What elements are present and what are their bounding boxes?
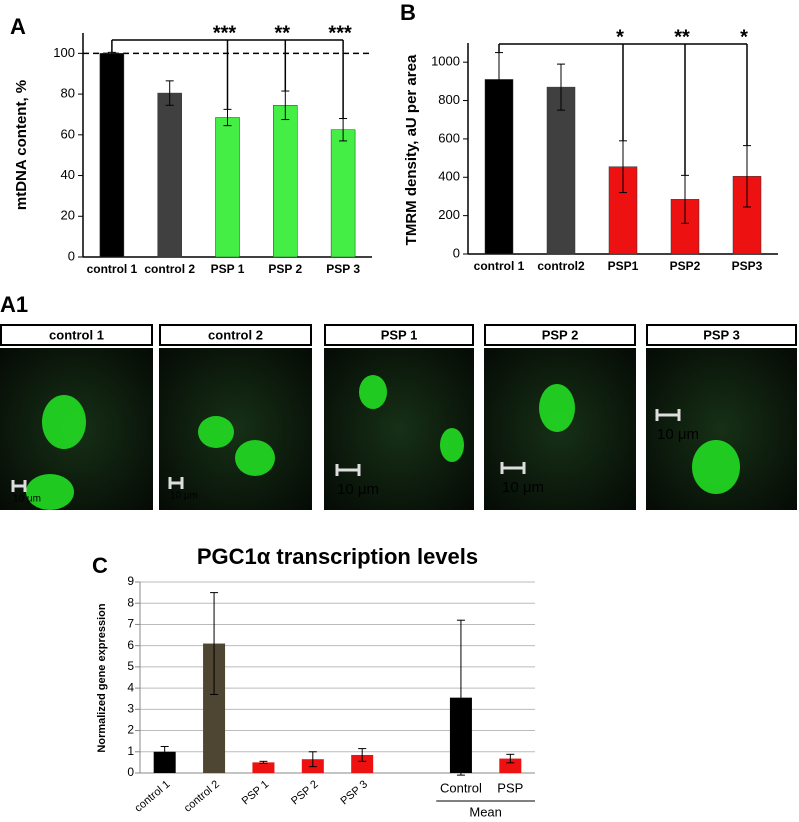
x-tick-label: Control (440, 780, 482, 795)
y-tick-label: 0 (127, 765, 134, 779)
micrograph (159, 348, 312, 510)
bar (252, 762, 275, 773)
significance-label: *** (328, 22, 352, 44)
scale-label: 10 μm (337, 481, 379, 498)
x-tick-label: PSP 2 (289, 778, 320, 807)
panel-label: B (400, 0, 416, 25)
significance-label: *** (213, 22, 237, 44)
x-tick-label: PSP 3 (339, 778, 370, 807)
x-tick-label: PSP (497, 780, 523, 795)
bar (273, 105, 298, 258)
y-tick-label: 1 (127, 744, 134, 758)
bar (153, 751, 176, 773)
y-tick-label: 5 (127, 659, 134, 673)
group-label: Mean (469, 804, 502, 819)
image-title-box (159, 324, 312, 346)
nucleus (26, 474, 74, 510)
x-tick-label: PSP 1 (211, 262, 245, 276)
image-title-box (324, 324, 474, 346)
significance-label: * (740, 26, 748, 48)
bar (499, 758, 522, 773)
y-tick-label: 400 (438, 169, 460, 184)
image-title: PSP 1 (381, 327, 418, 342)
x-tick-label: PSP 1 (240, 778, 271, 807)
y-tick-label: 800 (438, 92, 460, 107)
significance-label: * (616, 26, 624, 48)
y-tick-label: 4 (127, 680, 134, 694)
x-tick-label: control 2 (182, 778, 222, 814)
chart-title: PGC1α transcription levels (197, 544, 478, 569)
image-title: PSP 3 (703, 327, 740, 342)
y-tick-label: 600 (438, 130, 460, 145)
y-axis-label: mtDNA content, % (13, 80, 30, 210)
significance-label: ** (275, 22, 291, 44)
x-tick-label: PSP 2 (268, 262, 302, 276)
y-tick-label: 200 (438, 207, 460, 222)
y-tick-label: 40 (61, 167, 75, 182)
bar (351, 754, 374, 773)
y-tick-label: 7 (127, 617, 134, 631)
nucleus (359, 375, 387, 409)
x-tick-label: PSP 3 (326, 262, 360, 276)
y-tick-label: 60 (61, 126, 75, 141)
image-title-box (646, 324, 797, 346)
nucleus (198, 416, 234, 448)
bar (215, 117, 240, 258)
x-tick-label: control 1 (474, 259, 525, 273)
nucleus (692, 440, 740, 494)
y-tick-label: 80 (61, 86, 75, 101)
nucleus (235, 440, 275, 476)
nucleus (539, 384, 575, 432)
image-title: control 2 (208, 327, 263, 342)
bar (546, 86, 576, 255)
panel-label: C (92, 553, 108, 578)
y-axis-label: Normalized gene expression (96, 603, 108, 752)
y-tick-label: 9 (127, 574, 134, 588)
scale-label: 10 μm (170, 491, 198, 502)
bar (157, 92, 182, 258)
scale-label: 10 μm (502, 479, 544, 496)
nucleus (42, 395, 86, 449)
x-tick-label: PSP3 (732, 259, 763, 273)
x-tick-label: control 1 (132, 778, 172, 814)
x-tick-label: control2 (537, 259, 585, 273)
bar (330, 129, 356, 258)
image-title: control 1 (49, 327, 104, 342)
y-tick-label: 2 (127, 723, 134, 737)
image-title-box (0, 324, 153, 346)
bar (484, 79, 514, 255)
panel-label: A (10, 14, 26, 39)
y-tick-label: 100 (53, 45, 75, 60)
y-tick-label: 20 (61, 208, 75, 223)
bar (203, 643, 226, 773)
y-tick-label: 1000 (431, 54, 460, 69)
y-tick-label: 0 (453, 245, 460, 260)
x-tick-label: PSP2 (670, 259, 701, 273)
image-title: PSP 2 (542, 327, 579, 342)
image-title-box (484, 324, 636, 346)
significance-label: ** (674, 26, 690, 48)
x-tick-label: PSP1 (608, 259, 639, 273)
bar (99, 53, 125, 258)
y-axis-label: TMRM density, aU per area (403, 54, 420, 245)
scale-label: 10 μm (657, 426, 699, 443)
y-tick-label: 6 (127, 638, 134, 652)
y-tick-label: 0 (68, 248, 75, 263)
y-tick-label: 8 (127, 595, 134, 609)
x-tick-label: control 2 (144, 262, 195, 276)
scale-label: 10 μm (13, 494, 41, 505)
x-tick-label: control 1 (87, 262, 138, 276)
panel-label: A1 (0, 292, 28, 317)
nucleus (440, 428, 464, 462)
y-tick-label: 3 (127, 702, 134, 716)
